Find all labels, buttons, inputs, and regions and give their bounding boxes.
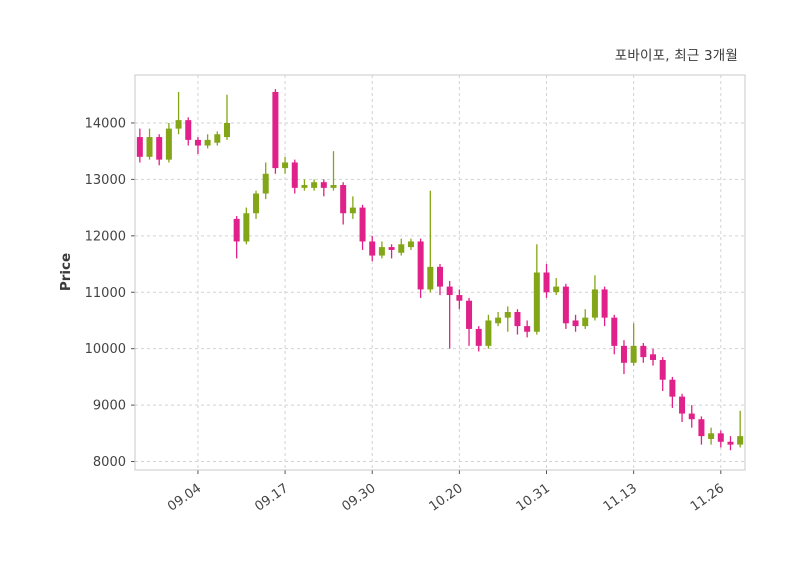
y-tick-label: 9000 — [93, 399, 126, 414]
candle-body — [340, 185, 347, 214]
candle-body — [466, 300, 473, 329]
candle-body — [485, 320, 492, 346]
candle-body — [136, 137, 143, 157]
candle-body — [243, 213, 250, 242]
candle-body — [262, 173, 269, 194]
candle-body — [185, 120, 192, 140]
candle-body — [156, 137, 163, 160]
x-tick-label: 11.26 — [688, 481, 727, 515]
candle-body — [572, 320, 579, 327]
candle-body — [301, 185, 308, 188]
candle-body — [582, 317, 589, 327]
candle-body — [223, 122, 230, 138]
candle-body — [437, 266, 443, 287]
y-tick-label: 14000 — [85, 116, 126, 131]
x-tick-label: 09.30 — [339, 481, 378, 515]
candle-body — [320, 182, 327, 188]
candle-body — [514, 312, 521, 327]
candle-body — [407, 241, 414, 248]
y-tick-label: 10000 — [85, 342, 126, 357]
candle-body — [679, 396, 686, 414]
x-tick-label: 11.13 — [601, 481, 640, 515]
candle-body — [233, 218, 240, 242]
candle-body — [708, 433, 715, 439]
candle-body — [349, 207, 356, 214]
candle-body — [291, 162, 298, 188]
candle-body — [398, 244, 405, 253]
candle-body — [640, 345, 647, 358]
candle-body — [369, 241, 376, 256]
y-tick-label: 13000 — [85, 173, 126, 188]
candle-body — [427, 266, 434, 290]
candle-body — [330, 185, 337, 188]
plot-border — [134, 74, 746, 471]
candle-body — [146, 137, 153, 157]
candle-body — [214, 134, 221, 143]
candle-body — [446, 286, 453, 296]
candle-body — [417, 241, 424, 290]
y-tick-label: 11000 — [85, 286, 126, 301]
y-tick-label: 8000 — [93, 455, 126, 470]
candle-body — [688, 413, 695, 420]
candle-body — [359, 207, 366, 242]
candle-body — [311, 182, 318, 188]
candle-body — [495, 317, 502, 324]
candle-body — [524, 326, 531, 332]
candle-body — [611, 317, 618, 346]
candle-body — [272, 91, 279, 169]
chart-title: 포바이포, 최근 3개월 — [614, 48, 738, 64]
candle-body — [630, 345, 637, 363]
candle-body — [456, 295, 463, 301]
candle-body — [669, 379, 676, 397]
candle-body — [562, 286, 569, 324]
x-tick-label: 10.20 — [427, 481, 466, 515]
candle-body — [717, 433, 724, 442]
candle-body — [737, 436, 744, 445]
candle-body — [727, 441, 734, 445]
candle-body — [388, 247, 395, 250]
candle-body — [543, 272, 550, 293]
candle-body — [591, 289, 598, 318]
candle-body — [475, 328, 482, 346]
candle-body — [253, 193, 260, 214]
candle-body — [378, 247, 385, 256]
candle-body — [282, 162, 289, 169]
y-tick-label: 12000 — [85, 229, 126, 244]
candle-body — [620, 345, 627, 363]
candle-body — [194, 139, 201, 146]
candle-body — [175, 120, 182, 129]
candle-body — [165, 128, 172, 160]
candle-body — [204, 139, 211, 146]
candle-body — [650, 354, 657, 360]
candle-body — [504, 312, 511, 318]
x-tick-label: 09.04 — [165, 481, 204, 515]
candle-body — [659, 359, 666, 380]
candle-body — [601, 289, 608, 318]
candle-body — [698, 419, 705, 437]
candle-body — [553, 286, 560, 293]
x-tick-label: 09.17 — [252, 481, 291, 515]
candle-body — [533, 272, 540, 332]
x-tick-label: 10.31 — [514, 481, 553, 515]
